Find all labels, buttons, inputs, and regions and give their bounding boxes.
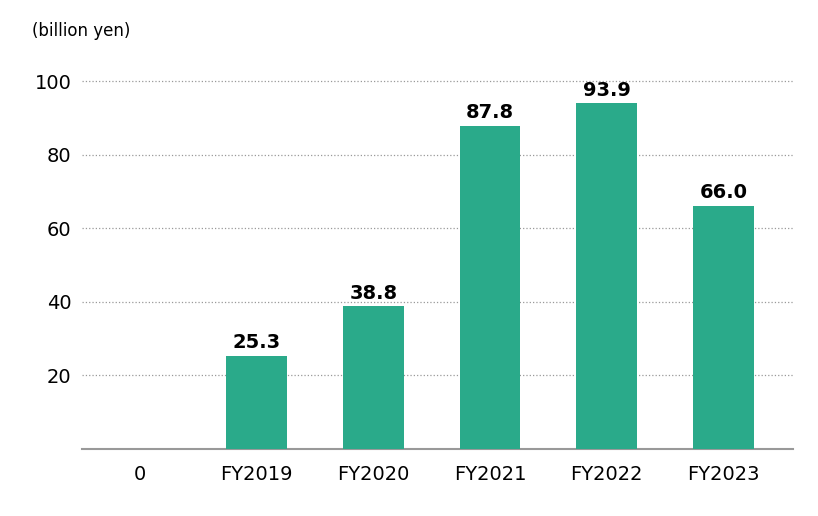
Bar (693, 206, 754, 449)
Text: 93.9: 93.9 (583, 81, 631, 100)
Text: 25.3: 25.3 (233, 333, 281, 352)
Text: 38.8: 38.8 (349, 283, 398, 302)
Bar (460, 126, 520, 449)
Bar (227, 356, 287, 449)
Bar (343, 306, 404, 449)
Bar (577, 104, 637, 449)
Text: (billion yen): (billion yen) (32, 22, 130, 40)
Text: 87.8: 87.8 (466, 103, 515, 122)
Text: 66.0: 66.0 (699, 183, 748, 202)
